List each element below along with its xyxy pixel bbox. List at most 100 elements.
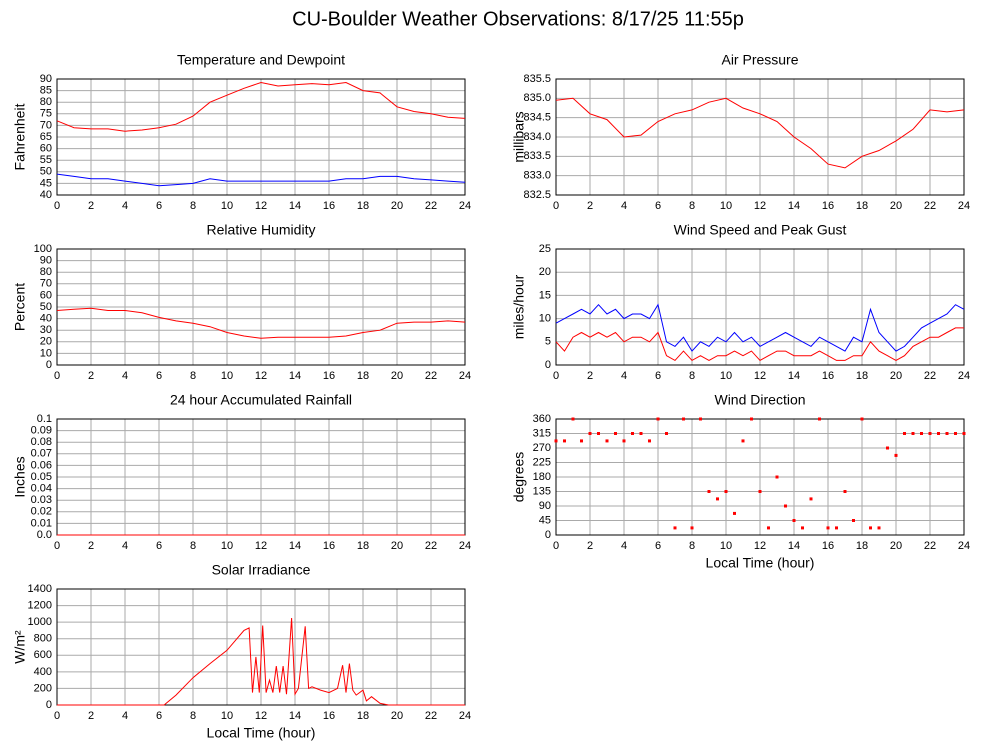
x-tick-label: 8 [689, 200, 695, 212]
data-point [801, 526, 804, 530]
x-tick-label: 2 [587, 370, 593, 382]
y-tick-label: 225 [533, 456, 551, 468]
data-point [792, 519, 796, 522]
x-tick-label: 0 [553, 370, 559, 382]
y-tick-label: 80 [40, 96, 52, 108]
x-tick-label: 14 [289, 200, 301, 212]
data-line [56, 307, 466, 339]
data-point [826, 526, 830, 530]
y-axis-label: Fahrenheit [12, 103, 28, 170]
x-tick-label: 16 [822, 370, 834, 382]
data-point [707, 490, 711, 493]
y-tick-label: 65 [40, 131, 52, 143]
x-tick-label: 22 [425, 200, 437, 212]
data-point [656, 417, 660, 421]
x-tick-label: 20 [391, 710, 403, 722]
y-tick-label: 100 [34, 243, 52, 255]
x-tick-label: 6 [156, 200, 162, 212]
x-tick-label: 12 [255, 370, 267, 382]
data-point [954, 432, 957, 435]
x-tick-label: 20 [391, 200, 403, 212]
y-tick-label: 70 [40, 119, 52, 131]
x-tick-label: 4 [621, 200, 627, 212]
x-tick-label: 14 [289, 540, 301, 552]
y-tick-label: 0.07 [31, 448, 52, 460]
x-tick-label: 12 [255, 200, 267, 212]
x-tick-label: 20 [391, 540, 403, 552]
data-point [843, 490, 847, 493]
y-tick-label: 25 [539, 243, 551, 255]
y-tick-label: 75 [40, 108, 52, 120]
y-axis-label: miles/hour [511, 274, 527, 339]
x-tick-label: 24 [459, 200, 471, 212]
x-tick-label: 18 [357, 710, 369, 722]
y-tick-label: 20 [40, 336, 52, 348]
x-tick-label: 14 [788, 370, 800, 382]
data-point [588, 432, 592, 435]
x-tick-label: 14 [289, 370, 301, 382]
x-tick-label: 0 [54, 710, 60, 722]
data-point [835, 526, 838, 530]
x-tick-label: 22 [924, 540, 936, 552]
x-tick-label: 24 [958, 540, 970, 552]
y-tick-label: 1200 [28, 599, 52, 611]
y-axis-label: Percent [12, 283, 28, 331]
x-tick-label: 0 [54, 370, 60, 382]
y-tick-label: 600 [34, 649, 52, 661]
x-tick-label: 14 [289, 710, 301, 722]
data-point [758, 490, 762, 493]
y-tick-label: 832.5 [523, 189, 551, 201]
page-title: CU-Boulder Weather Observations: 8/17/25… [292, 8, 744, 30]
plot-frame [56, 248, 466, 366]
y-tick-label: 0.04 [31, 483, 52, 495]
y-tick-label: 0.08 [31, 436, 52, 448]
x-tick-label: 12 [754, 200, 766, 212]
y-tick-label: 90 [539, 500, 551, 512]
y-tick-label: 60 [40, 289, 52, 301]
x-tick-label: 10 [221, 370, 233, 382]
plot-frame [555, 248, 965, 366]
data-point [945, 432, 949, 435]
data-point [784, 504, 787, 508]
data-point [554, 439, 558, 443]
x-tick-label: 6 [655, 200, 661, 212]
x-tick-label: 18 [357, 370, 369, 382]
x-tick-label: 18 [856, 540, 868, 552]
x-tick-label: 10 [221, 200, 233, 212]
x-tick-label: 10 [720, 200, 732, 212]
data-point [605, 439, 609, 443]
data-point [903, 432, 906, 435]
y-tick-label: 80 [40, 266, 52, 278]
x-tick-label: 12 [754, 540, 766, 552]
x-tick-label: 10 [720, 370, 732, 382]
x-tick-label: 10 [720, 540, 732, 552]
y-tick-label: 0.03 [31, 494, 52, 506]
chart-title: Relative Humidity [207, 222, 316, 238]
chart-title: 24 hour Accumulated Rainfall [170, 392, 352, 408]
y-tick-label: 30 [40, 324, 52, 336]
data-point [962, 432, 966, 435]
x-tick-label: 8 [190, 200, 196, 212]
x-tick-label: 0 [54, 540, 60, 552]
x-tick-label: 18 [856, 200, 868, 212]
y-tick-label: 0.05 [31, 471, 52, 483]
y-tick-label: 270 [533, 442, 551, 454]
x-tick-label: 2 [88, 370, 94, 382]
data-point [750, 417, 753, 421]
data-point [920, 432, 923, 435]
y-tick-label: 0 [46, 359, 52, 371]
data-line [555, 303, 965, 352]
y-tick-label: 200 [34, 682, 52, 694]
x-tick-label: 2 [88, 540, 94, 552]
x-tick-label: 14 [788, 540, 800, 552]
data-point [622, 439, 626, 443]
y-tick-label: 5 [545, 336, 551, 348]
x-tick-label: 6 [156, 540, 162, 552]
data-point [894, 453, 898, 457]
y-tick-label: 0.06 [31, 459, 52, 471]
y-tick-label: 135 [533, 485, 551, 497]
data-point [818, 417, 821, 421]
x-tick-label: 22 [425, 540, 437, 552]
y-tick-label: 60 [40, 143, 52, 155]
chart-title: Wind Direction [714, 392, 805, 408]
